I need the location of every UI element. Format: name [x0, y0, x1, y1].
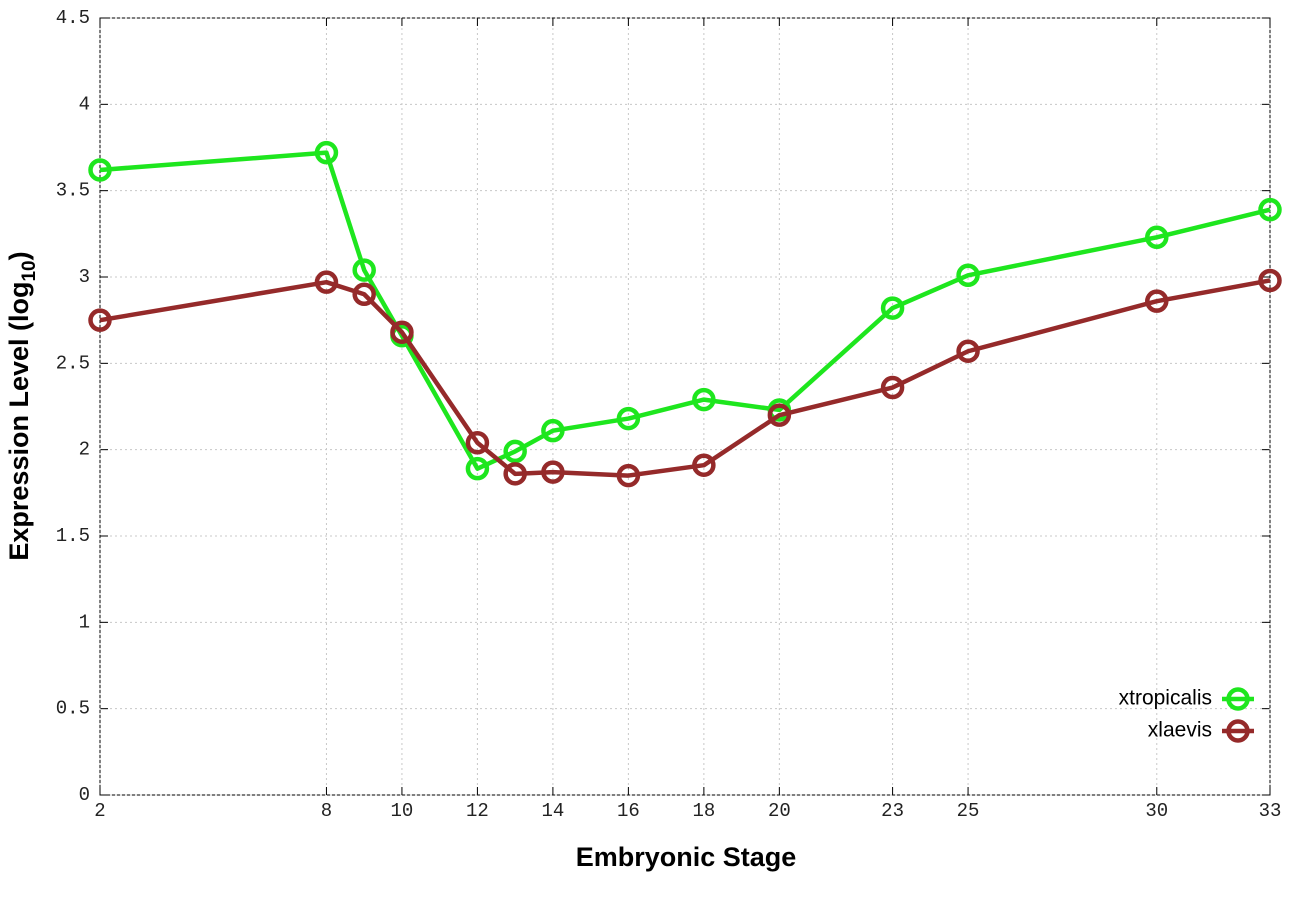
- data-point: [465, 456, 490, 481]
- x-axis-title: Embryonic Stage: [576, 842, 797, 872]
- data-point: [1258, 197, 1282, 222]
- data-point: [880, 375, 905, 400]
- y-tick-label: 0.5: [56, 698, 90, 720]
- data-point: [616, 463, 641, 488]
- x-tick-label: 18: [692, 800, 715, 822]
- x-tick-label: 10: [391, 800, 414, 822]
- series-line: [99, 150, 1271, 471]
- x-tick-label: 12: [466, 800, 489, 822]
- data-point: [692, 387, 716, 412]
- data-point: [88, 158, 112, 182]
- y-tick-label: 2: [79, 439, 90, 461]
- data-point: [314, 140, 339, 165]
- legend-label: xlaevis: [1148, 719, 1212, 742]
- y-axis-title: Expression Level (log10): [4, 251, 40, 560]
- y-tick-label: 0: [79, 784, 90, 806]
- data-point: [503, 462, 527, 486]
- x-tick-label: 25: [957, 800, 980, 822]
- data-point: [616, 406, 641, 431]
- data-point: [767, 403, 792, 427]
- data-point: [1258, 268, 1282, 293]
- y-tick-label: 4.5: [56, 7, 90, 29]
- y-tick-label: 4: [79, 93, 90, 115]
- data-point: [465, 431, 490, 455]
- data-point: [1145, 225, 1169, 250]
- data-point: [956, 263, 980, 288]
- data-point: [88, 308, 112, 332]
- x-tick-label: 30: [1145, 800, 1168, 822]
- data-point: [692, 453, 716, 477]
- data-point: [503, 439, 527, 464]
- data-point: [541, 460, 565, 484]
- x-tick-label: 16: [617, 800, 640, 822]
- x-tick-label: 8: [321, 800, 332, 822]
- data-point: [314, 270, 339, 294]
- x-tick-label: 20: [768, 800, 791, 822]
- y-tick-label: 2.5: [56, 352, 90, 374]
- y-tick-label: 1.5: [56, 525, 90, 547]
- legend-marker: [1226, 687, 1250, 711]
- y-tick-label: 3.5: [56, 180, 90, 202]
- x-tick-label: 33: [1259, 800, 1282, 822]
- data-point: [352, 282, 376, 307]
- data-point: [390, 320, 414, 345]
- x-tick-label: 23: [881, 800, 904, 822]
- y-tick-label: 1: [79, 611, 90, 633]
- y-axis-title-text: Expression Level (log: [4, 282, 34, 561]
- series-line: [99, 278, 1271, 478]
- y-tick-label: 3: [79, 266, 90, 288]
- legend-label: xtropicalis: [1119, 687, 1212, 710]
- y-axis-title-subscript: 10: [19, 260, 40, 281]
- data-point: [956, 339, 980, 363]
- data-point: [1145, 289, 1169, 313]
- x-tick-label: 2: [94, 800, 105, 822]
- y-axis-title-suffix: ): [4, 251, 34, 260]
- legend-marker: [1226, 719, 1250, 743]
- data-point: [352, 258, 376, 282]
- data-point: [541, 418, 565, 443]
- data-point: [880, 296, 905, 320]
- x-tick-label: 14: [541, 800, 564, 822]
